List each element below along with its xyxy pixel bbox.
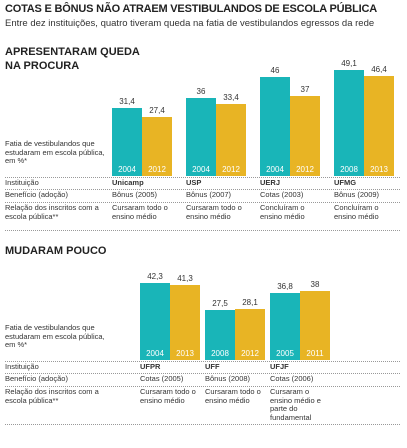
institution: UFMG [334, 178, 357, 187]
institution: UFPR [140, 362, 161, 371]
title: COTAS E BÔNUS NÃO ATRAEM VESTIBULANDOS D… [5, 3, 377, 15]
chart-heading: MUDARAM POUCO [5, 245, 107, 257]
period-label: 2004 [146, 349, 164, 358]
row-separator [5, 230, 400, 231]
period-label: 2012 [296, 165, 314, 174]
value-label: 37 [300, 85, 310, 95]
benefit: Cotas (2005) [140, 374, 184, 383]
bar [290, 96, 320, 176]
row-separator [5, 189, 400, 190]
relation: Cursaram todo o ensino médio [112, 203, 168, 221]
benefit: Cotas (2003) [260, 190, 304, 199]
subtitle: Entre dez instituições, quatro tiveram q… [5, 18, 375, 29]
value-label: 33,4 [223, 92, 239, 102]
period-label: 2004 [266, 165, 284, 174]
period-label: 2013 [176, 349, 194, 358]
row-separator [5, 177, 400, 178]
value-label: 49,1 [341, 58, 357, 68]
row-label: Benefício (adoção) [5, 374, 68, 383]
period-label: 2011 [306, 349, 324, 358]
bar [270, 293, 300, 360]
period-label: 2012 [148, 165, 166, 174]
relation: Cursaram o ensino médio e parte do funda… [270, 387, 321, 422]
institution: UFF [205, 362, 220, 371]
row-separator [5, 202, 400, 203]
row-label: Relação dos inscritos com a escola públi… [5, 203, 99, 221]
period-label: 2012 [222, 165, 240, 174]
bar [260, 76, 290, 176]
period-label: 2013 [370, 165, 388, 174]
period-label: 2004 [192, 165, 210, 174]
chart-heading: APRESENTARAM QUEDA NA PROCURA [5, 46, 140, 72]
bar [140, 283, 170, 360]
institution: UERJ [260, 178, 281, 187]
value-label: 46 [270, 65, 280, 75]
value-label: 36 [196, 87, 206, 97]
benefit: Bônus (2008) [205, 374, 251, 383]
row-label: Benefício (adoção) [5, 190, 68, 199]
value-label: 31,4 [119, 97, 135, 107]
value-label: 41,3 [177, 273, 193, 283]
value-label: 38 [310, 279, 320, 289]
period-label: 2005 [276, 349, 294, 358]
row-separator [5, 373, 400, 374]
period-label: 2008 [211, 349, 229, 358]
bar [112, 108, 142, 176]
benefit: Bônus (2007) [186, 190, 232, 199]
bar [300, 290, 330, 360]
value-axis-label: Fatia de vestibulandos que estudaram em … [5, 139, 105, 165]
institution: Unicamp [112, 178, 144, 187]
benefit: Bônus (2005) [112, 190, 158, 199]
bar [170, 284, 200, 360]
row-separator [5, 386, 400, 387]
row-label: Instituição [5, 178, 39, 187]
row-separator [5, 361, 400, 362]
benefit: Cotas (2006) [270, 374, 314, 383]
relation: Cursaram todo o ensino médio [205, 387, 261, 405]
bar [235, 308, 265, 360]
bar [205, 309, 235, 360]
row-separator [5, 424, 400, 425]
relation: Cursaram todo o ensino médio [186, 203, 242, 221]
bar [216, 103, 246, 176]
bar [142, 116, 172, 176]
relation: Concluíram o ensino médio [260, 203, 305, 221]
value-label: 36,8 [277, 282, 293, 292]
institution: UFJF [270, 362, 289, 371]
benefit: Bônus (2009) [334, 190, 380, 199]
value-label: 27,5 [212, 298, 228, 308]
institution: USP [186, 178, 202, 187]
value-axis-label: Fatia de vestibulandos que estudaram em … [5, 323, 105, 349]
period-label: 2004 [118, 165, 136, 174]
value-label: 28,1 [242, 297, 258, 307]
value-label: 27,4 [149, 105, 165, 115]
value-label: 42,3 [147, 272, 163, 281]
bar [364, 75, 394, 176]
bar [334, 69, 364, 176]
period-label: 2008 [340, 165, 358, 174]
bar [186, 98, 216, 176]
row-label: Relação dos inscritos com a escola públi… [5, 387, 99, 405]
row-label: Instituição [5, 362, 39, 371]
period-label: 2012 [241, 349, 259, 358]
relation: Concluíram o ensino médio [334, 203, 379, 221]
relation: Cursaram todo o ensino médio [140, 387, 196, 405]
value-label: 46,4 [371, 64, 387, 74]
